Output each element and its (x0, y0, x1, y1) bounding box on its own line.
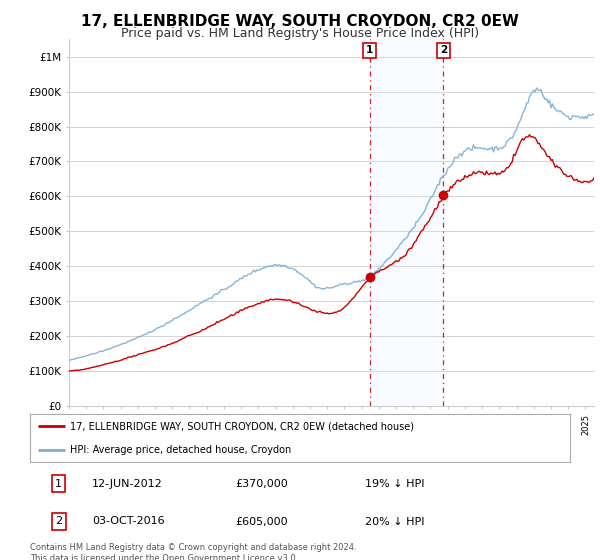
Text: 2: 2 (55, 516, 62, 526)
Text: 1: 1 (366, 45, 373, 55)
Text: £605,000: £605,000 (235, 516, 288, 526)
Bar (370, 39, 443, 406)
Text: 17, ELLENBRIDGE WAY, SOUTH CROYDON, CR2 0EW: 17, ELLENBRIDGE WAY, SOUTH CROYDON, CR2 … (81, 14, 519, 29)
Text: 19% ↓ HPI: 19% ↓ HPI (365, 479, 424, 489)
Text: 2: 2 (440, 45, 447, 55)
Text: Contains HM Land Registry data © Crown copyright and database right 2024.
This d: Contains HM Land Registry data © Crown c… (30, 543, 356, 560)
Text: 20% ↓ HPI: 20% ↓ HPI (365, 516, 424, 526)
Text: 12-JUN-2012: 12-JUN-2012 (92, 479, 163, 489)
Text: 03-OCT-2016: 03-OCT-2016 (92, 516, 165, 526)
Text: 1: 1 (55, 479, 62, 489)
Text: 17, ELLENBRIDGE WAY, SOUTH CROYDON, CR2 0EW (detached house): 17, ELLENBRIDGE WAY, SOUTH CROYDON, CR2 … (71, 421, 415, 431)
Text: HPI: Average price, detached house, Croydon: HPI: Average price, detached house, Croy… (71, 445, 292, 455)
Text: £370,000: £370,000 (235, 479, 288, 489)
Text: Price paid vs. HM Land Registry's House Price Index (HPI): Price paid vs. HM Land Registry's House … (121, 27, 479, 40)
